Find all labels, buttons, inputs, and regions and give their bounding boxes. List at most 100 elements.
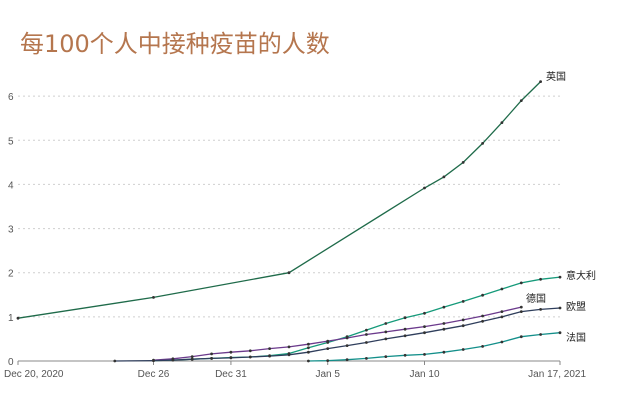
- data-point: [190, 357, 194, 361]
- data-point: [113, 359, 117, 363]
- x-tick-label: Dec 26: [138, 369, 170, 380]
- data-point: [500, 315, 504, 319]
- data-point: [287, 271, 291, 275]
- data-point: [171, 358, 175, 362]
- data-point: [268, 354, 271, 358]
- data-point: [307, 342, 310, 346]
- x-tick-label: Jan 10: [409, 369, 439, 380]
- series-label: 欧盟: [566, 301, 586, 313]
- series-line: [114, 307, 561, 362]
- x-tick-label: Dec 31: [215, 369, 247, 380]
- data-point: [384, 322, 388, 325]
- data-point: [500, 310, 504, 313]
- data-point: [307, 359, 310, 363]
- data-point: [461, 300, 465, 303]
- data-point: [16, 316, 20, 320]
- chart-title: 每100个人中接种疫苗的人数: [20, 30, 330, 58]
- data-point: [481, 293, 484, 297]
- y-tick-label: 3: [8, 225, 14, 236]
- data-point: [461, 348, 465, 351]
- data-point: [423, 186, 426, 190]
- data-point: [326, 359, 330, 362]
- x-tick-label: Jan 5: [315, 369, 340, 380]
- data-point: [365, 341, 368, 344]
- data-point: [481, 314, 484, 318]
- data-point: [190, 355, 194, 358]
- y-tick-label: 5: [8, 136, 14, 147]
- series-line: [153, 276, 561, 362]
- data-point: [519, 310, 523, 313]
- data-point: [442, 327, 446, 331]
- data-point: [423, 331, 426, 335]
- data-point: [461, 161, 465, 164]
- data-point: [365, 357, 368, 360]
- data-point: [403, 316, 407, 320]
- data-point: [539, 277, 542, 281]
- data-point: [423, 325, 426, 328]
- data-point: [481, 345, 484, 348]
- data-point: [248, 349, 252, 353]
- x-tick-label: Jan 17, 2021: [528, 369, 586, 380]
- data-point: [558, 331, 562, 335]
- data-point: [558, 306, 562, 310]
- data-point: [442, 175, 446, 179]
- data-point: [500, 340, 504, 344]
- y-tick-label: 4: [8, 180, 14, 191]
- data-point: [519, 335, 523, 339]
- data-point: [442, 350, 446, 354]
- data-point: [519, 281, 523, 285]
- data-point: [307, 346, 310, 350]
- data-point: [461, 324, 465, 328]
- data-point: [229, 356, 233, 360]
- y-tick-label: 0: [8, 357, 14, 368]
- data-point: [345, 358, 349, 362]
- data-point: [152, 359, 155, 362]
- data-point: [539, 308, 542, 311]
- data-point: [326, 339, 330, 343]
- data-point: [442, 305, 446, 309]
- data-point: [461, 318, 465, 322]
- data-point: [539, 333, 542, 336]
- data-point: [210, 352, 214, 356]
- data-point: [287, 345, 291, 349]
- data-point: [326, 347, 330, 350]
- data-point: [403, 327, 407, 331]
- series-label: 意大利: [566, 269, 596, 282]
- data-point: [152, 296, 155, 299]
- y-tick-label: 6: [8, 92, 14, 103]
- data-point: [287, 353, 291, 357]
- data-point: [345, 336, 349, 340]
- series-line: [153, 306, 522, 361]
- data-point: [384, 355, 388, 358]
- data-point: [229, 350, 233, 354]
- data-point: [500, 121, 504, 124]
- data-point: [365, 333, 368, 336]
- data-point: [519, 99, 523, 102]
- data-point: [481, 142, 484, 145]
- series-line: [17, 81, 542, 319]
- data-point: [384, 337, 388, 341]
- series-label: 英国: [546, 70, 566, 83]
- data-point: [384, 330, 388, 334]
- data-point: [248, 355, 252, 359]
- y-tick-label: 1: [8, 313, 14, 324]
- data-point: [403, 334, 407, 338]
- data-point: [539, 80, 542, 83]
- y-tick-label: 2: [8, 269, 14, 280]
- data-point: [558, 275, 562, 279]
- data-point: [365, 328, 368, 332]
- data-point: [500, 287, 504, 291]
- data-point: [210, 357, 214, 360]
- data-point: [423, 311, 426, 315]
- series-label: 法国: [566, 331, 586, 344]
- data-point: [481, 319, 484, 323]
- data-point: [519, 305, 523, 309]
- data-point: [268, 347, 271, 350]
- data-point: [307, 350, 310, 354]
- data-point: [403, 353, 407, 357]
- data-point: [345, 344, 349, 347]
- x-tick-label: Dec 20, 2020: [4, 369, 64, 380]
- data-point: [423, 353, 426, 356]
